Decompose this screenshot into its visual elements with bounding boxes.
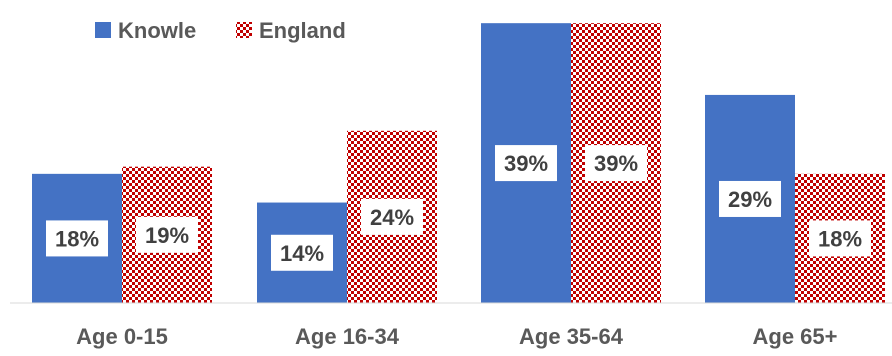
data-label-knowle-age-16-34: 14% — [271, 234, 333, 271]
data-label-knowle-age-65: 29% — [719, 180, 781, 217]
legend-swatch-england — [236, 22, 252, 38]
svg-text:18%: 18% — [55, 226, 99, 251]
legend-label-knowle: Knowle — [118, 18, 196, 43]
x-tick-label-age-65: Age 65+ — [753, 324, 838, 349]
svg-text:18%: 18% — [818, 226, 862, 251]
data-label-england-age-35-64: 39% — [585, 145, 647, 182]
svg-text:19%: 19% — [145, 223, 189, 248]
x-tick-label-age-16-34: Age 16-34 — [295, 324, 400, 349]
data-labels-layer: 18% 19% 14% 24% 39% 39% 29% 18% — [46, 145, 871, 271]
data-label-england-age-0-15: 19% — [136, 216, 198, 253]
x-tick-label-age-0-15: Age 0-15 — [76, 324, 168, 349]
legend-item-knowle: Knowle — [95, 18, 196, 43]
legend-label-england: England — [259, 18, 346, 43]
x-tick-label-age-35-64: Age 35-64 — [519, 324, 624, 349]
svg-text:39%: 39% — [594, 151, 638, 176]
svg-text:14%: 14% — [280, 241, 324, 266]
legend-item-england: England — [236, 18, 346, 43]
svg-text:29%: 29% — [728, 187, 772, 212]
bars-layer — [32, 23, 885, 304]
legend: Knowle England — [95, 18, 346, 43]
x-tick-labels: Age 0-15 Age 16-34 Age 35-64 Age 65+ — [76, 324, 837, 349]
legend-swatch-knowle — [95, 22, 111, 38]
data-label-knowle-age-0-15: 18% — [46, 220, 108, 257]
data-label-england-age-65: 18% — [809, 220, 871, 257]
data-label-england-age-16-34: 24% — [361, 198, 423, 235]
data-label-knowle-age-35-64: 39% — [495, 145, 557, 182]
svg-text:39%: 39% — [504, 151, 548, 176]
svg-text:24%: 24% — [370, 205, 414, 230]
